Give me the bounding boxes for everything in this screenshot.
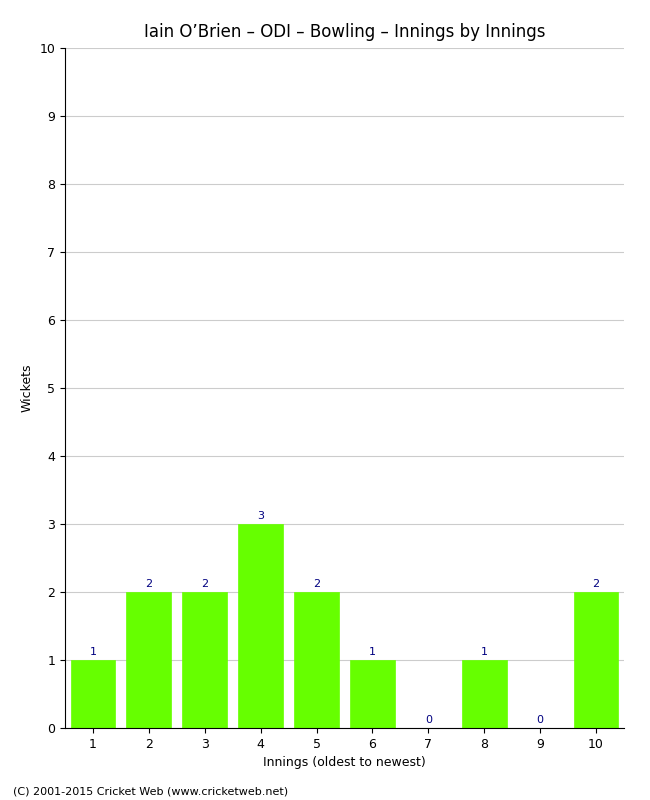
Text: 2: 2	[202, 578, 208, 589]
Bar	[71, 660, 115, 728]
Text: 2: 2	[146, 578, 152, 589]
Text: 2: 2	[593, 578, 599, 589]
Text: 2: 2	[313, 578, 320, 589]
Bar	[183, 592, 227, 728]
Title: Iain O’Brien – ODI – Bowling – Innings by Innings: Iain O’Brien – ODI – Bowling – Innings b…	[144, 23, 545, 41]
Text: 0: 0	[537, 714, 543, 725]
Bar	[127, 592, 171, 728]
Text: 1: 1	[369, 646, 376, 657]
Bar	[239, 524, 283, 728]
Bar	[574, 592, 618, 728]
Bar	[462, 660, 506, 728]
Text: (C) 2001-2015 Cricket Web (www.cricketweb.net): (C) 2001-2015 Cricket Web (www.cricketwe…	[13, 786, 288, 796]
X-axis label: Innings (oldest to newest): Innings (oldest to newest)	[263, 756, 426, 770]
Text: 1: 1	[90, 646, 96, 657]
Y-axis label: Wickets: Wickets	[21, 364, 34, 412]
Bar	[294, 592, 339, 728]
Text: 1: 1	[481, 646, 488, 657]
Text: 3: 3	[257, 510, 264, 521]
Bar	[350, 660, 395, 728]
Text: 0: 0	[425, 714, 432, 725]
